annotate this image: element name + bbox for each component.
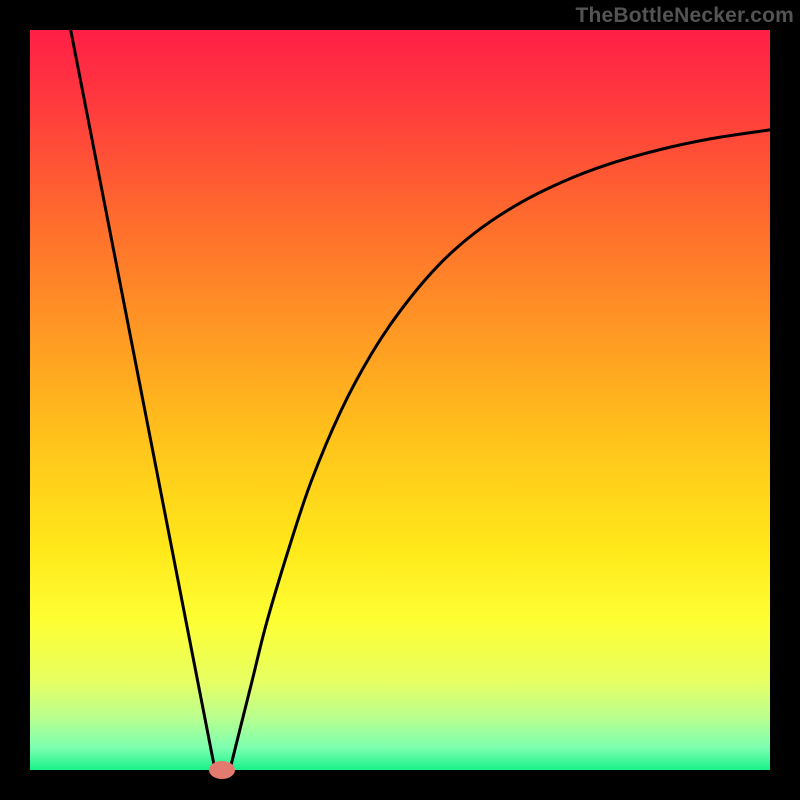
curve-right-branch (230, 130, 770, 770)
minimum-marker (209, 761, 235, 779)
curve-layer (30, 30, 770, 770)
watermark-text: TheBottleNecker.com (575, 4, 794, 28)
plot-area (30, 30, 770, 770)
chart-container: TheBottleNecker.com (0, 0, 800, 800)
curve-left-branch (71, 30, 215, 770)
